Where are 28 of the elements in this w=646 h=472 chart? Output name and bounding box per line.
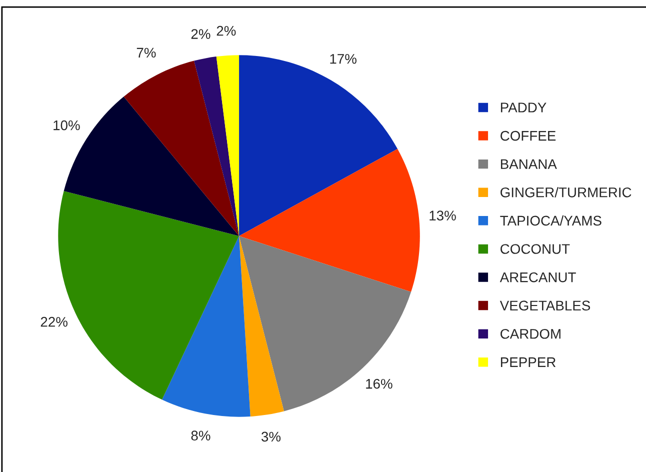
pie-slice	[216, 55, 240, 236]
legend-label: COCONUT	[500, 244, 570, 254]
pie-slice	[162, 236, 250, 417]
legend-label: PEPPER	[500, 357, 556, 367]
data-label: 3%	[261, 432, 281, 442]
legend-label: ARECANUT	[500, 272, 576, 282]
legend-label: BANANA	[500, 159, 557, 169]
pie-slice	[239, 148, 420, 292]
legend-label: GINGER/TURMERIC	[500, 187, 632, 198]
data-label: 7%	[136, 48, 156, 58]
data-label: 17%	[330, 54, 356, 64]
data-label: 2%	[216, 26, 236, 36]
pie-slice	[239, 236, 284, 417]
legend-label: VEGETABLES	[500, 300, 590, 311]
legend-label: COFFEE	[500, 130, 556, 141]
data-label: 16%	[366, 378, 392, 389]
data-label: 13%	[430, 210, 456, 220]
data-label: 10%	[54, 120, 80, 130]
data-label: 8%	[191, 430, 210, 440]
pie-slice	[239, 236, 412, 412]
legend-label: TAPIOCA/YAMS	[500, 215, 602, 226]
pie-slice	[239, 55, 398, 236]
data-label: 22%	[40, 316, 68, 327]
legend-label: PADDY	[500, 102, 546, 112]
data-label: 2%	[191, 29, 210, 39]
pie-slice	[194, 56, 240, 236]
legend-label: CARDOM	[500, 328, 560, 339]
pie-slice	[124, 60, 240, 236]
